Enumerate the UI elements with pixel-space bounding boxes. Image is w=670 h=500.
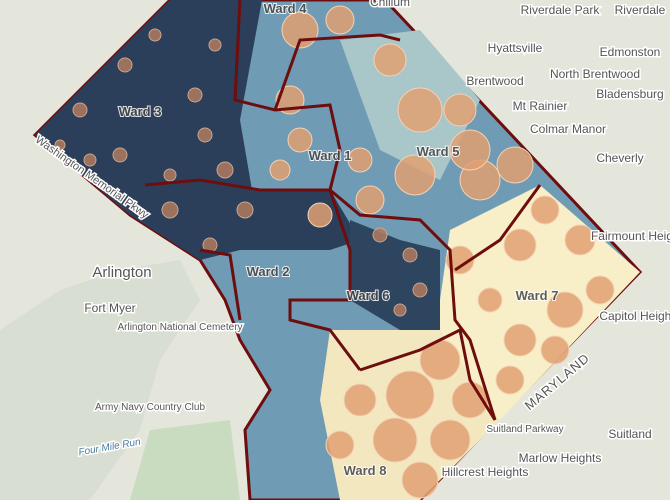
ward-boundary <box>359 327 497 421</box>
symbol <box>429 419 471 461</box>
symbol <box>343 383 377 417</box>
ward-boundary <box>288 189 362 371</box>
place-label: Arlington National Cemetery <box>117 322 242 333</box>
symbol <box>449 129 491 171</box>
ward-label: Ward 6 <box>347 288 390 303</box>
place-label: Riverdale <box>615 3 666 17</box>
symbol <box>495 365 525 395</box>
place-label: Edmonston <box>600 45 661 59</box>
place-label: Hillcrest Heights <box>442 465 529 479</box>
symbol <box>372 227 388 243</box>
ward-boundary <box>199 248 242 321</box>
ward-label: Ward 7 <box>516 288 559 303</box>
district <box>32 0 643 500</box>
symbol <box>269 159 291 181</box>
symbol <box>443 93 477 127</box>
symbol <box>347 147 373 173</box>
symbol <box>83 153 97 167</box>
place-label: Marlow Heights <box>519 451 602 465</box>
symbol <box>477 287 503 313</box>
symbol <box>385 370 435 420</box>
place-label: Brentwood <box>466 74 523 88</box>
ward-boundary <box>273 33 401 111</box>
symbol <box>445 245 475 275</box>
symbol <box>208 38 222 52</box>
symbol <box>540 335 570 365</box>
symbol <box>197 127 213 143</box>
symbol <box>546 291 584 329</box>
ward-label: Ward 4 <box>264 1 308 16</box>
symbol <box>163 168 177 182</box>
region-dark <box>350 220 440 330</box>
place-label: Suitland <box>608 427 651 441</box>
symbol <box>394 154 436 196</box>
symbol <box>372 417 418 463</box>
ward-boundary <box>144 178 497 421</box>
place-label: Bladensburg <box>596 87 663 101</box>
place-label: Fort Myer <box>84 301 135 315</box>
symbol <box>148 28 162 42</box>
symbol <box>287 127 313 153</box>
ward-label: Ward 8 <box>344 463 387 478</box>
symbol <box>393 303 407 317</box>
symbol <box>503 323 537 357</box>
ward-boundary <box>454 184 542 272</box>
symbol <box>216 161 234 179</box>
ward-label: Ward 3 <box>119 104 162 119</box>
symbol <box>412 282 428 298</box>
region-dark <box>35 0 360 260</box>
symbol <box>401 461 439 499</box>
place-label: Hyattsville <box>488 41 543 55</box>
symbol <box>112 147 128 163</box>
place-label: Arlington <box>92 264 151 281</box>
place-label: Mt Rainier <box>513 99 568 113</box>
ward-label: Ward 1 <box>309 148 352 163</box>
symbol <box>564 224 596 256</box>
symbol <box>161 201 179 219</box>
symbol <box>585 275 615 305</box>
ward-boundary <box>233 0 342 191</box>
park <box>130 420 240 500</box>
ward-label: Ward 5 <box>417 144 460 159</box>
place-label: Fairmount Heights <box>591 229 670 243</box>
symbol <box>117 57 133 73</box>
place-label: Army Navy Country Club <box>95 402 205 413</box>
place-label: North Brentwood <box>550 67 640 81</box>
symbol <box>307 202 333 228</box>
symbol <box>530 195 560 225</box>
symbol <box>397 87 443 133</box>
symbol <box>236 201 254 219</box>
symbol <box>72 102 88 118</box>
ward-label: Ward 2 <box>247 264 290 279</box>
place-label: Chillum <box>370 0 410 9</box>
symbol <box>496 146 534 184</box>
symbol <box>325 5 355 35</box>
land <box>0 260 200 500</box>
place-label: Riverdale Park <box>521 3 601 17</box>
symbol <box>54 139 66 151</box>
place-label: Capitol Heights <box>599 309 670 323</box>
symbol <box>503 228 537 262</box>
place-label: Cheverly <box>596 151 643 165</box>
symbol <box>373 43 407 77</box>
symbol <box>325 430 355 460</box>
symbol <box>355 185 385 215</box>
place-label: Suitland Parkway <box>486 424 563 435</box>
place-label: Colmar Manor <box>530 122 606 136</box>
symbol <box>187 87 203 103</box>
symbol <box>402 247 418 263</box>
